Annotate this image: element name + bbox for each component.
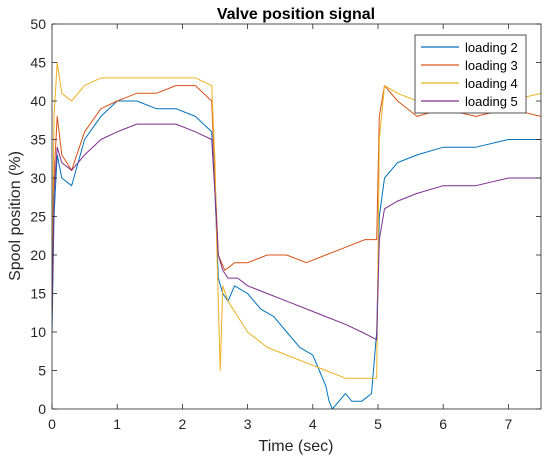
x-tick-label: 1 (113, 416, 121, 432)
y-tick-label: 35 (30, 132, 46, 148)
legend-label-3: loading 4 (465, 76, 518, 91)
y-tick-label: 45 (30, 55, 46, 71)
x-tick-label: 6 (439, 416, 447, 432)
y-tick-label: 40 (30, 93, 46, 109)
series-line-3 (52, 62, 541, 379)
x-tick-label: 2 (179, 416, 187, 432)
y-tick-label: 25 (30, 209, 46, 225)
y-tick-label: 15 (30, 286, 46, 302)
chart-title: Valve position signal (217, 6, 375, 23)
x-tick-label: 3 (244, 416, 252, 432)
x-tick-label: 5 (374, 416, 382, 432)
legend-label-1: loading 2 (465, 40, 518, 55)
x-tick-label: 7 (505, 416, 513, 432)
y-tick-label: 5 (38, 363, 46, 379)
y-tick-label: 20 (30, 247, 46, 263)
x-axis-label: Time (sec) (259, 438, 334, 455)
y-tick-label: 0 (38, 401, 46, 417)
series-line-1 (52, 100, 541, 409)
series-line-2 (52, 85, 541, 317)
legend-label-4: loading 5 (465, 94, 518, 109)
legend-label-2: loading 3 (465, 58, 518, 73)
legend: loading 2 loading 3 loading 4 loading 5 (414, 34, 527, 114)
series-line-4 (52, 123, 541, 341)
legend-box (414, 34, 527, 114)
y-axis-label: Spool position (%) (7, 151, 24, 281)
x-tick-label: 4 (309, 416, 317, 432)
y-tick-label: 50 (30, 16, 46, 32)
y-tick-label: 10 (30, 324, 46, 340)
x-tick-label: 0 (48, 416, 56, 432)
y-tick-label: 30 (30, 170, 46, 186)
